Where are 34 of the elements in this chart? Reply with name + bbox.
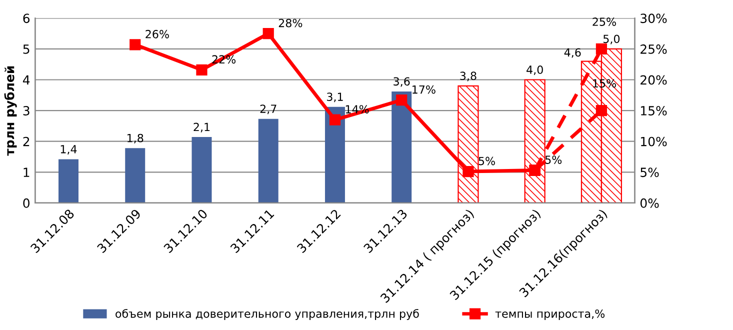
- y-tick-label: 4: [22, 75, 30, 84]
- data-label: 14%: [346, 105, 369, 114]
- data-label: 3,6: [394, 77, 410, 87]
- data-label: 25%: [592, 18, 616, 26]
- data-label: 5%: [545, 156, 562, 164]
- y-tick-label: 6: [23, 14, 30, 24]
- data-label: 3,1: [326, 92, 343, 102]
- data-label: 3,8: [460, 72, 476, 82]
- y-tick-label: 2: [23, 136, 30, 146]
- y2-tick-label: 0%: [640, 198, 659, 208]
- legend-label: темпы прироста,%: [495, 309, 605, 320]
- data-label: 2,7: [260, 104, 276, 114]
- legend-label: объем рынка доверительного управления,трлн руб: [116, 309, 419, 320]
- y2-tick-label: 15%: [641, 106, 667, 116]
- y-tick-label: 3: [23, 106, 30, 116]
- data-label: 28%: [278, 18, 302, 28]
- data-label: 26%: [146, 30, 169, 38]
- y2-tick-label: 10%: [641, 136, 667, 146]
- y2-tick-label: 20%: [640, 75, 667, 85]
- y2-tick-label: 5%: [640, 168, 659, 178]
- y2-tick-label: 25%: [640, 44, 667, 54]
- data-label: 1,4: [60, 145, 77, 154]
- y-tick-label: 0: [23, 198, 30, 208]
- data-label: 4,0: [526, 65, 543, 76]
- data-label: 1,8: [128, 134, 144, 144]
- y-tick-label: 5: [23, 44, 30, 54]
- data-label: 5,0: [603, 34, 620, 44]
- data-label: 4,6: [564, 48, 581, 58]
- y-tick-label: 1: [24, 168, 30, 177]
- y-axis-title: трлн рублей: [4, 66, 17, 156]
- data-label: 5%: [478, 156, 495, 166]
- data-label: 2,1: [194, 122, 210, 132]
- data-label: 17%: [412, 85, 436, 94]
- y2-tick-label: 30%: [640, 14, 667, 24]
